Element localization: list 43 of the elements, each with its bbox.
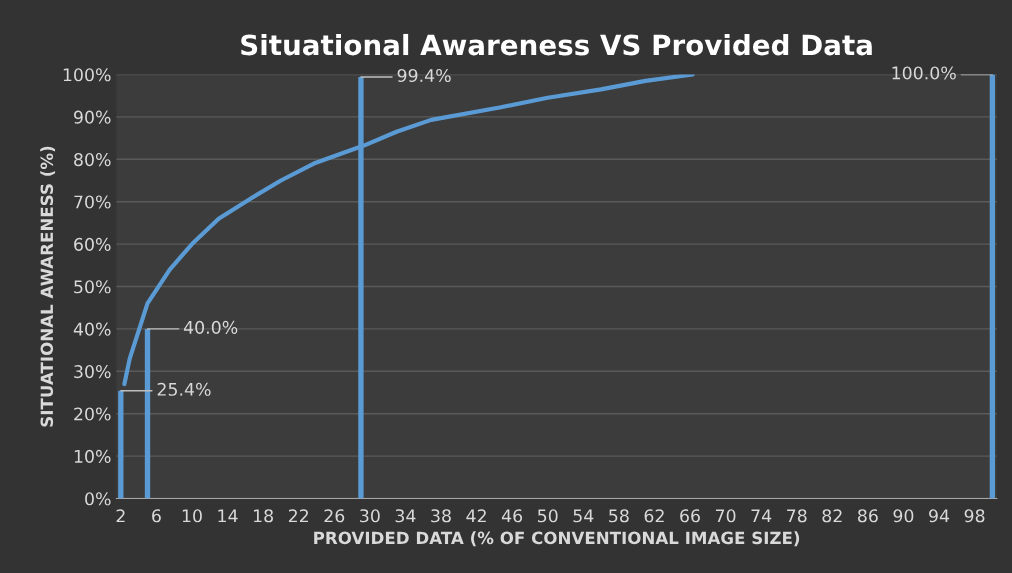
y-tick-label: 10% (74, 449, 111, 463)
x-axis-title: PROVIDED DATA (% OF CONVENTIONAL IMAGE SIZE) (314, 531, 800, 547)
y-tick-label: 90% (74, 110, 111, 124)
data-label: 25.4% (157, 382, 211, 396)
x-tick-label: 42 (466, 509, 486, 523)
chart-title: Situational Awareness VS Provided Data (241, 33, 872, 56)
x-tick-label: 2 (116, 509, 125, 523)
data-label: 99.4% (397, 68, 451, 83)
x-tick-label: 30 (360, 509, 380, 523)
y-tick-label: 30% (74, 365, 111, 379)
x-tick-label: 58 (609, 509, 629, 523)
y-tick-label: 50% (74, 280, 111, 294)
x-tick-label: 70 (715, 509, 736, 523)
x-tick-label: 74 (751, 509, 772, 523)
x-tick-label: 98 (964, 509, 985, 523)
x-tick-label: 10 (182, 509, 202, 523)
x-tick-label: 66 (680, 509, 700, 523)
x-tick-label: 94 (929, 509, 950, 523)
x-tick-label: 62 (644, 509, 664, 523)
y-tick-label: 0% (85, 492, 111, 506)
x-tick-label: 22 (288, 509, 308, 523)
y-tick-label: 40% (73, 322, 111, 336)
x-tick-label: 82 (822, 509, 842, 523)
x-tick-label: 46 (501, 509, 523, 523)
y-tick-label: 70% (74, 195, 111, 209)
x-tick-label: 26 (324, 509, 345, 523)
y-axis-title: SITUATIONAL AWARENESS (%) (40, 146, 56, 427)
x-tick-label: 18 (253, 509, 273, 523)
y-tick-label: 20% (74, 407, 111, 421)
x-tick-label: 78 (787, 509, 807, 523)
y-tick-label: 80% (74, 153, 111, 167)
x-tick-label: 50 (538, 509, 558, 523)
x-tick-label: 86 (858, 509, 878, 523)
x-tick-label: 6 (152, 509, 161, 523)
y-tick-label: 60% (74, 237, 111, 251)
x-tick-label: 38 (431, 509, 451, 523)
x-tick-label: 54 (573, 509, 594, 523)
data-label: 100.0% (892, 66, 956, 80)
x-tick-label: 34 (395, 509, 416, 523)
data-label: 40.0% (183, 320, 238, 334)
x-tick-label: 14 (218, 509, 238, 523)
x-tick-label: 90 (893, 509, 914, 523)
y-tick-label: 100% (63, 68, 111, 82)
